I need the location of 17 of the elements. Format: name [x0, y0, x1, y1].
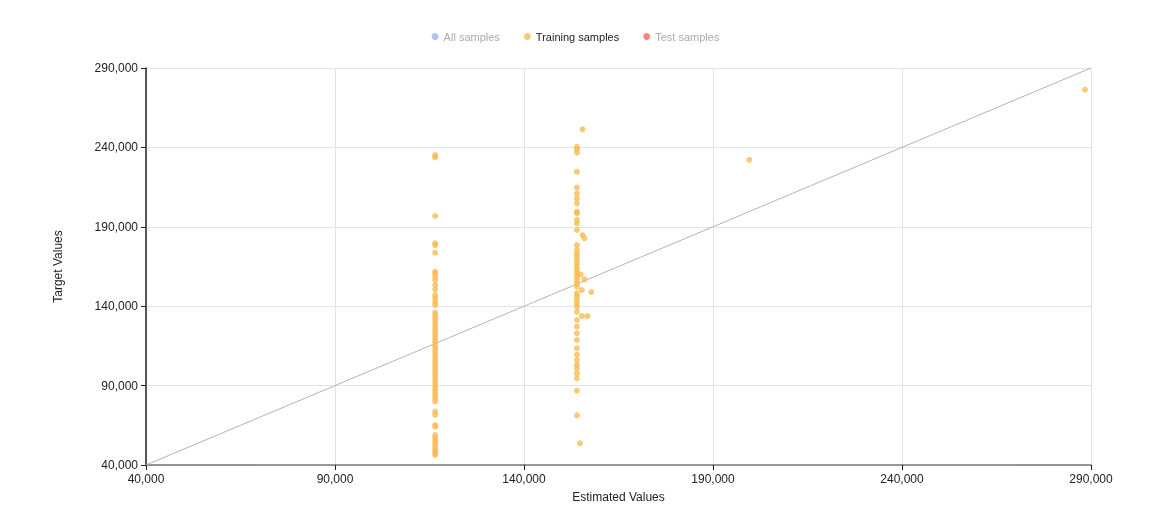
x-tick-label: 140,000 — [502, 472, 547, 486]
y-tick-label: 40,000 — [101, 458, 139, 472]
legend-label: Test samples — [655, 30, 720, 43]
x-tick-label: 240,000 — [880, 472, 925, 486]
x-tick-label: 40,000 — [127, 472, 165, 486]
x-tick-label: 90,000 — [316, 472, 354, 486]
y-tick-label: 90,000 — [101, 378, 139, 393]
y-axis-title: Target Values — [51, 230, 65, 303]
legend-label: Training samples — [535, 30, 620, 43]
y-tick-label: 190,000 — [94, 219, 139, 234]
y-tick-label: 140,000 — [94, 299, 139, 314]
x-tick-label: 290,000 — [1069, 472, 1114, 486]
y-tick-label: 240,000 — [94, 140, 139, 155]
x-axis-title: Estimated Values — [572, 490, 665, 504]
legend-label: All samples — [443, 30, 501, 43]
y-tick-label: 290,000 — [94, 61, 139, 75]
x-tick-label: 190,000 — [691, 472, 736, 486]
